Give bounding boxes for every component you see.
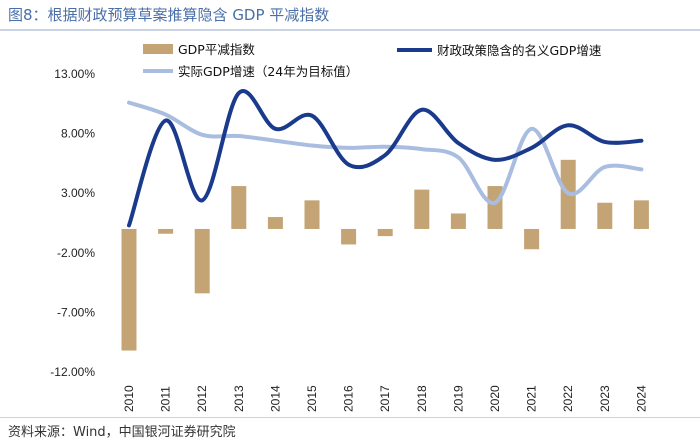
- bar-2018: [414, 189, 430, 229]
- legend-swatch-deflator: [143, 44, 173, 54]
- x-tick-label: 2010: [122, 385, 136, 412]
- bar-2014: [267, 217, 283, 229]
- x-tick-label: 2019: [451, 385, 465, 412]
- x-tick-label: 2017: [378, 385, 392, 412]
- footer-divider: [0, 417, 700, 418]
- bar-2024: [633, 200, 649, 229]
- bar-2012: [194, 228, 210, 294]
- x-tick-label: 2011: [159, 386, 173, 412]
- y-tick-label: 13.00%: [54, 67, 95, 81]
- line-series: [127, 89, 644, 228]
- x-tick-label: 2023: [598, 385, 612, 412]
- page-title: 图8：根据财政预算草案推算隐含 GDP 平减指数: [8, 6, 330, 24]
- legend-label-real-gdp: 实际GDP增速（24年为目标值）: [178, 64, 358, 79]
- bar-2023: [597, 202, 613, 229]
- bar-2013: [231, 186, 247, 229]
- y-tick-label: 8.00%: [61, 127, 95, 141]
- y-axis-ticks: 13.00% 8.00% 3.00% -2.00% -7.00% -12.00%: [50, 67, 95, 379]
- y-tick-label: -2.00%: [57, 246, 95, 260]
- bar-2016: [341, 228, 357, 245]
- x-tick-label: 2022: [561, 385, 575, 412]
- title-divider: [0, 29, 700, 31]
- bar-2021: [524, 228, 540, 250]
- x-tick-label: 2014: [268, 385, 282, 412]
- x-tick-label: 2012: [195, 385, 209, 412]
- x-tick-label: 2013: [232, 385, 246, 412]
- y-tick-label: -12.00%: [50, 365, 95, 379]
- x-tick-label: 2020: [488, 385, 502, 412]
- x-tick-label: 2021: [525, 385, 539, 412]
- legend-label-nominal-gdp: 财政政策隐含的名义GDP增速: [437, 43, 602, 58]
- bar-2019: [450, 213, 466, 229]
- x-tick-label: 2016: [342, 385, 356, 412]
- bar-2017: [377, 228, 393, 237]
- bar-2011: [158, 228, 174, 234]
- line-nominal-gdp-growth: [127, 89, 644, 228]
- y-tick-label: 3.00%: [61, 186, 95, 200]
- bar-series: [121, 159, 649, 351]
- x-tick-label: 2015: [305, 385, 319, 412]
- y-tick-label: -7.00%: [57, 305, 95, 319]
- x-tick-label: 2018: [415, 385, 429, 412]
- x-axis-ticks: 2010 2011 2012 2013 2014 2015 2016 2017 2018 2019…: [122, 385, 648, 412]
- legend-label-deflator: GDP平减指数: [178, 42, 255, 57]
- bar-2010: [121, 228, 137, 351]
- bar-2020: [487, 186, 503, 229]
- bar-2015: [304, 200, 320, 229]
- x-tick-label: 2024: [634, 385, 648, 412]
- source-note: 资料来源：Wind，中国银河证券研究院: [8, 425, 236, 440]
